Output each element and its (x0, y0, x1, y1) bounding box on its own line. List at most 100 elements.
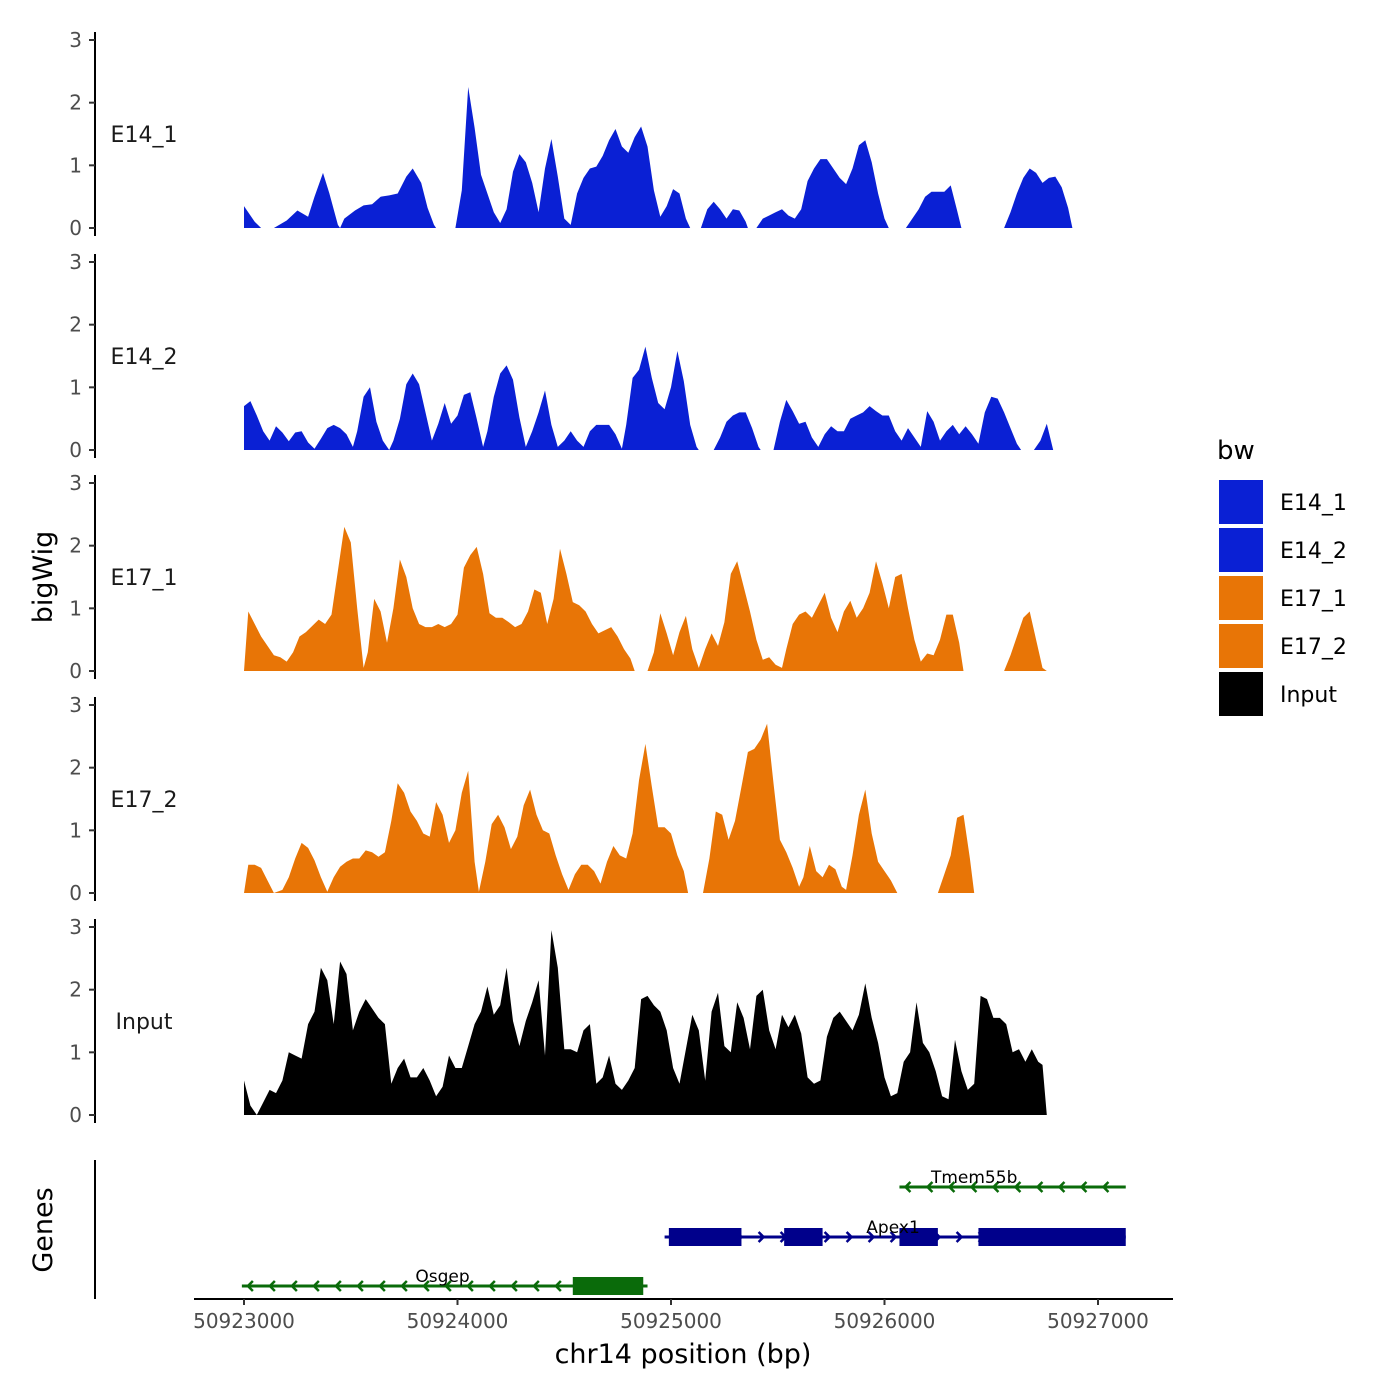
y-tick-label: 1 (69, 153, 82, 177)
y-tick-label: 3 (69, 250, 82, 274)
strand-arrow (969, 1181, 978, 1193)
strand-arrow (925, 1181, 934, 1193)
y-tick-label: 0 (69, 216, 82, 240)
y-tick-label: 3 (69, 915, 82, 939)
legend-swatch (1219, 672, 1263, 716)
strand-arrow (488, 1280, 496, 1292)
y-tick-label: 1 (69, 818, 82, 842)
track-E17_1: 0 1 2 3 E17_1 (69, 471, 1066, 683)
legend-label: E17_2 (1280, 635, 1347, 660)
y-tick-label: 2 (69, 756, 82, 780)
track-label: E17_1 (111, 566, 178, 591)
strand-arrow (290, 1280, 298, 1292)
track-E14_2: 0 1 2 3 E14_2 (69, 250, 1069, 462)
y-tick-label: 0 (69, 881, 82, 905)
track-label: Input (116, 1010, 173, 1035)
x-axis: 50923000 50924000 50925000 50926000 50927000 (193, 1298, 1173, 1333)
legend: bw E14_1 E14_2 E17_1 E17_2 Input (1217, 436, 1347, 716)
y-tick-label: 2 (69, 978, 82, 1002)
legend-swatch (1219, 480, 1263, 524)
strand-arrow (1079, 1181, 1088, 1193)
y-axis-title: bigWig (28, 531, 59, 624)
strand-arrow (312, 1280, 320, 1292)
gene-label: Tmem55b (930, 1168, 1017, 1188)
y-tick-label: 0 (69, 659, 82, 683)
exon-block (899, 1228, 938, 1246)
legend-title: bw (1217, 436, 1255, 466)
track-label: E14_2 (111, 345, 178, 370)
strand-arrow (510, 1280, 518, 1292)
strand-arrow (955, 1231, 964, 1243)
track-Input: 0 1 2 3 Input (69, 915, 1047, 1127)
tracks-layer: 0 1 2 3 E14_1 0 1 2 3 E14_2 0 1 2 3 E17_1 0 1 2 3 E17_2 0 1 2 3… (69, 28, 1073, 1127)
strand-arrow (532, 1280, 540, 1292)
x-tick-label: 50925000 (620, 1309, 722, 1333)
y-tick-label: 2 (69, 313, 82, 337)
y-tick-label: 1 (69, 1040, 82, 1064)
gene-Apex1: Apex1 (664, 1218, 1126, 1246)
track-E14_1: 0 1 2 3 E14_1 (69, 28, 1073, 240)
signal-area-E14_1 (244, 87, 1073, 228)
strand-arrow (903, 1181, 912, 1193)
legend-swatch (1219, 528, 1263, 572)
legend-label: E17_1 (1280, 587, 1347, 612)
strand-arrow (991, 1181, 1000, 1193)
y-tick-label: 1 (69, 596, 82, 620)
gene-Tmem55b: Tmem55b (899, 1168, 1126, 1193)
strand-arrow (889, 1231, 898, 1243)
strand-arrow (554, 1280, 562, 1292)
strand-arrow (422, 1280, 430, 1292)
strand-arrow (268, 1280, 276, 1292)
exon-block (668, 1228, 742, 1246)
gene-Osgep: Osgep (241, 1267, 648, 1295)
y-tick-label: 3 (69, 693, 82, 717)
signal-area-E14_2 (244, 346, 1069, 450)
genes-axis-title: Genes (28, 1187, 59, 1272)
strand-arrow (1057, 1181, 1066, 1193)
y-tick-label: 2 (69, 91, 82, 115)
y-tick-label: 3 (69, 471, 82, 495)
y-tick-label: 0 (69, 438, 82, 462)
track-label: E14_1 (111, 123, 178, 148)
strand-arrow (246, 1280, 254, 1292)
strand-arrow (444, 1280, 452, 1292)
y-tick-label: 3 (69, 28, 82, 52)
strand-arrow (1101, 1181, 1110, 1193)
signal-area-Input (244, 930, 1047, 1115)
genes-panel: Tmem55b Apex1 Osgep (94, 1160, 1126, 1299)
strand-arrow (757, 1231, 766, 1243)
strand-arrow (400, 1280, 408, 1292)
strand-arrow (845, 1231, 854, 1243)
x-tick-label: 50923000 (193, 1309, 295, 1333)
legend-swatch (1219, 624, 1263, 668)
strand-arrow (947, 1181, 956, 1193)
gene-label: Apex1 (866, 1218, 919, 1238)
legend-label: E14_1 (1280, 491, 1347, 516)
gene-label: Osgep (415, 1267, 469, 1287)
legend-swatch (1219, 576, 1263, 620)
exon-block (784, 1228, 823, 1246)
y-tick-label: 1 (69, 375, 82, 399)
strand-arrow (1035, 1181, 1044, 1193)
exon-block (572, 1277, 644, 1295)
strand-arrow (867, 1231, 876, 1243)
strand-arrow (466, 1280, 474, 1292)
y-tick-label: 2 (69, 534, 82, 558)
strand-arrow (823, 1231, 832, 1243)
track-label: E17_2 (111, 788, 178, 813)
strand-arrow (1013, 1181, 1022, 1193)
signal-area-E17_1 (244, 526, 1066, 671)
legend-label: E14_2 (1280, 539, 1347, 564)
y-tick-label: 0 (69, 1103, 82, 1127)
strand-arrow (356, 1280, 364, 1292)
strand-arrow (378, 1280, 386, 1292)
strand-arrow (334, 1280, 342, 1292)
x-tick-label: 50926000 (834, 1309, 936, 1333)
signal-area-E17_2 (244, 723, 975, 893)
track-E17_2: 0 1 2 3 E17_2 (69, 693, 975, 905)
x-axis-title: chr14 position (bp) (555, 1339, 812, 1370)
legend-label: Input (1280, 683, 1337, 708)
x-tick-label: 50924000 (407, 1309, 509, 1333)
exon-block (978, 1228, 1126, 1246)
